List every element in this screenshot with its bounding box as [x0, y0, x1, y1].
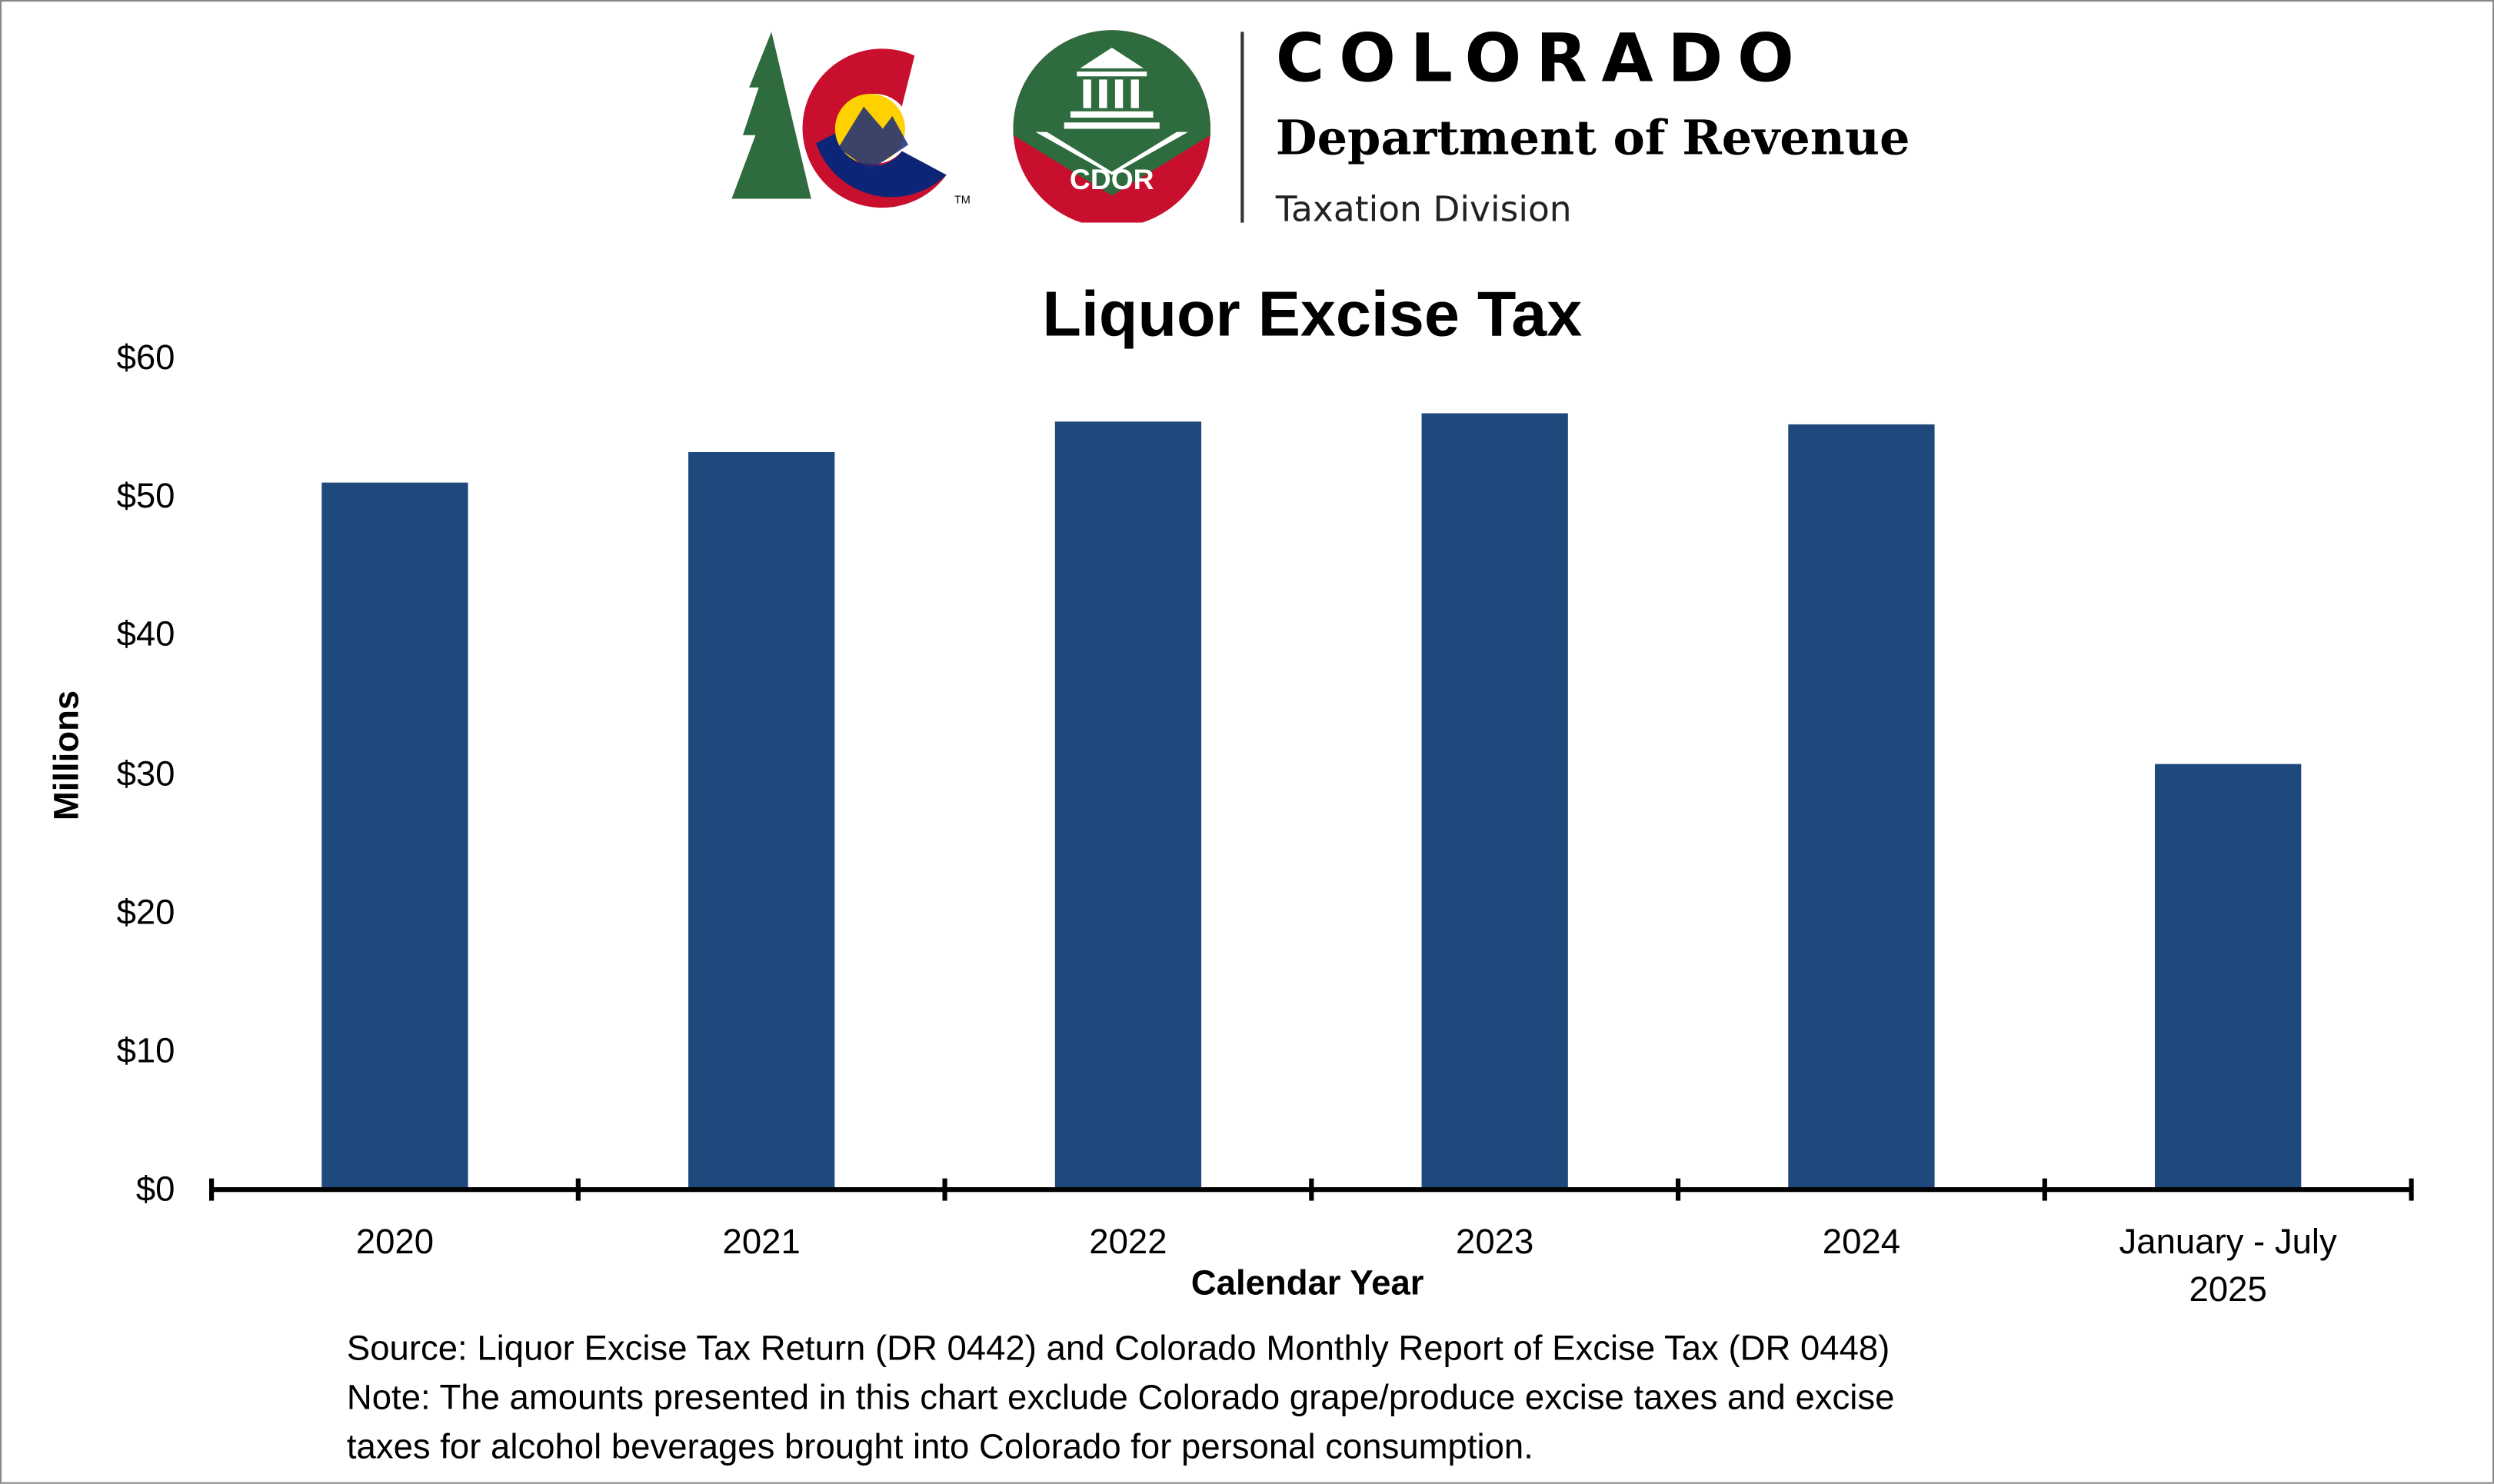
- x-tick-label: 2022: [953, 1218, 1303, 1266]
- y-tick-label: $40: [116, 614, 175, 654]
- x-tick-label-line: 2023: [1456, 1221, 1534, 1262]
- bar-2023: [1421, 413, 1568, 1190]
- y-tick-label: $30: [116, 753, 175, 794]
- org-name: COLORADO: [1275, 18, 1809, 98]
- colorado-cdor-logo: TM CDOR: [731, 30, 1210, 223]
- x-tick-label-line: 2025: [2189, 1269, 2267, 1309]
- courthouse-icon: [1064, 48, 1160, 129]
- x-tick-label-line: 2020: [355, 1221, 435, 1262]
- y-tick-label: $50: [116, 475, 175, 516]
- x-tick-label: 2023: [1320, 1218, 1670, 1266]
- x-tick-label-line: 2024: [1822, 1221, 1901, 1262]
- y-tick-label: $20: [116, 891, 175, 932]
- bar-2021: [688, 451, 835, 1190]
- bar-2022: [1054, 421, 1202, 1190]
- bar-2024: [1788, 424, 1935, 1190]
- x-tick-label-line: January - July: [2119, 1221, 2337, 1262]
- x-tick-label: 2024: [1687, 1218, 2036, 1266]
- chart-title: Liquor Excise Tax: [1042, 280, 1583, 351]
- bar-january-july-2025: [2155, 764, 2302, 1190]
- exclusion-note-line1: Note: The amounts presented in this char…: [346, 1377, 1895, 1417]
- x-tick-label-line: 2021: [722, 1221, 801, 1262]
- trademark-mark: TM: [954, 195, 971, 207]
- x-tick-label: 2020: [220, 1218, 570, 1266]
- tree-icon: [731, 32, 811, 199]
- division-name: Taxation Division: [1275, 191, 1572, 231]
- x-tick-label-line: 2022: [1089, 1221, 1167, 1262]
- x-tick-label: January - July 2025: [2053, 1218, 2403, 1313]
- department-name: Department of Revenue: [1275, 111, 1910, 168]
- exclusion-note-line2: taxes for alcohol beverages brought into…: [346, 1426, 1533, 1466]
- source-note: Source: Liquor Excise Tax Return (DR 044…: [346, 1328, 1890, 1368]
- header-divider: [1240, 32, 1244, 223]
- y-tick-label: $10: [116, 1030, 175, 1070]
- x-axis-label: Calendar Year: [1190, 1263, 1424, 1303]
- x-tick-label: 2021: [587, 1218, 937, 1266]
- cdor-badge-text: CDOR: [1070, 163, 1154, 195]
- y-tick-label: $0: [135, 1169, 175, 1209]
- bar-2020: [321, 482, 468, 1190]
- y-tick-label: $60: [116, 337, 175, 378]
